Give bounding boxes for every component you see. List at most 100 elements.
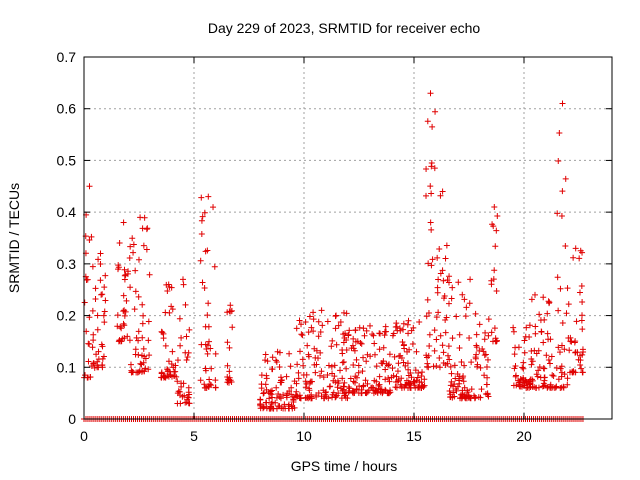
y-tick-label: 0.4 — [57, 204, 77, 220]
data-point — [225, 376, 232, 383]
data-point — [576, 255, 583, 262]
data-point — [394, 368, 401, 375]
data-point — [317, 372, 324, 379]
data-point — [389, 365, 396, 372]
data-point — [562, 175, 569, 182]
data-point — [332, 313, 339, 320]
data-point — [143, 226, 150, 233]
data-point — [437, 192, 444, 199]
data-point — [515, 344, 522, 351]
data-point — [339, 359, 346, 366]
data-point — [347, 375, 354, 382]
data-point — [328, 343, 335, 350]
data-point — [460, 373, 467, 380]
data-point — [180, 276, 186, 283]
x-axis-label: GPS time / hours — [291, 458, 398, 474]
data-point — [127, 243, 134, 250]
data-point — [532, 291, 538, 298]
data-point — [297, 395, 304, 402]
data-point — [512, 372, 519, 379]
data-point — [141, 353, 148, 360]
data-point — [446, 356, 453, 363]
data-point — [138, 368, 145, 375]
data-point — [431, 347, 438, 354]
data-point — [382, 376, 389, 383]
data-point — [143, 246, 150, 253]
data-point — [451, 362, 458, 369]
data-point — [175, 388, 182, 395]
data-point — [437, 332, 444, 339]
data-point — [227, 302, 234, 309]
data-point — [133, 334, 140, 341]
data-point — [557, 384, 564, 391]
data-point — [304, 394, 311, 401]
data-point — [132, 346, 139, 353]
y-tick-label: 0.1 — [57, 359, 77, 375]
data-point — [528, 296, 535, 303]
data-point — [558, 342, 565, 349]
data-point — [481, 352, 488, 359]
data-point — [398, 375, 405, 382]
data-point — [329, 337, 336, 344]
data-point — [130, 241, 137, 248]
data-point — [386, 351, 393, 358]
data-point — [317, 328, 324, 335]
data-point — [579, 351, 586, 358]
data-point — [92, 295, 99, 302]
data-point — [384, 362, 391, 369]
data-point — [512, 362, 519, 369]
data-point — [483, 381, 490, 388]
data-point — [139, 334, 146, 341]
data-point — [576, 289, 583, 296]
data-point — [339, 375, 346, 382]
data-point — [117, 338, 124, 345]
data-point — [99, 355, 106, 362]
data-point — [305, 351, 312, 358]
data-point — [393, 384, 400, 391]
data-point — [440, 277, 447, 284]
data-point — [363, 358, 370, 365]
data-point — [324, 318, 331, 325]
data-point — [299, 332, 306, 339]
data-point — [447, 394, 454, 401]
data-point — [491, 267, 498, 274]
data-point — [462, 313, 469, 320]
data-point — [425, 352, 432, 359]
data-point — [325, 362, 332, 369]
data-point — [523, 378, 530, 385]
data-point — [379, 360, 386, 367]
data-point — [425, 364, 432, 371]
data-point — [298, 321, 305, 328]
data-point — [393, 373, 400, 380]
data-point — [331, 373, 338, 380]
data-point — [101, 308, 108, 315]
data-point — [358, 340, 365, 347]
data-point — [370, 385, 377, 392]
data-point — [528, 356, 535, 363]
data-point — [257, 396, 264, 403]
data-point — [198, 217, 205, 224]
data-point — [511, 351, 518, 358]
data-point — [304, 342, 311, 349]
data-point — [145, 337, 152, 344]
data-point — [183, 333, 190, 340]
data-point — [494, 213, 501, 220]
data-point — [297, 348, 304, 355]
data-point — [176, 388, 183, 395]
data-point — [202, 367, 209, 374]
data-point — [490, 223, 497, 230]
data-point — [132, 267, 139, 274]
data-point — [300, 362, 307, 369]
data-point — [332, 325, 339, 332]
data-point — [182, 301, 189, 308]
data-point — [377, 330, 384, 337]
data-point — [563, 310, 570, 317]
data-point — [203, 346, 210, 353]
data-point — [401, 345, 408, 352]
data-point — [267, 405, 274, 412]
data-point — [295, 375, 302, 382]
data-point — [555, 157, 562, 164]
data-point — [350, 378, 357, 385]
data-point — [371, 340, 378, 347]
